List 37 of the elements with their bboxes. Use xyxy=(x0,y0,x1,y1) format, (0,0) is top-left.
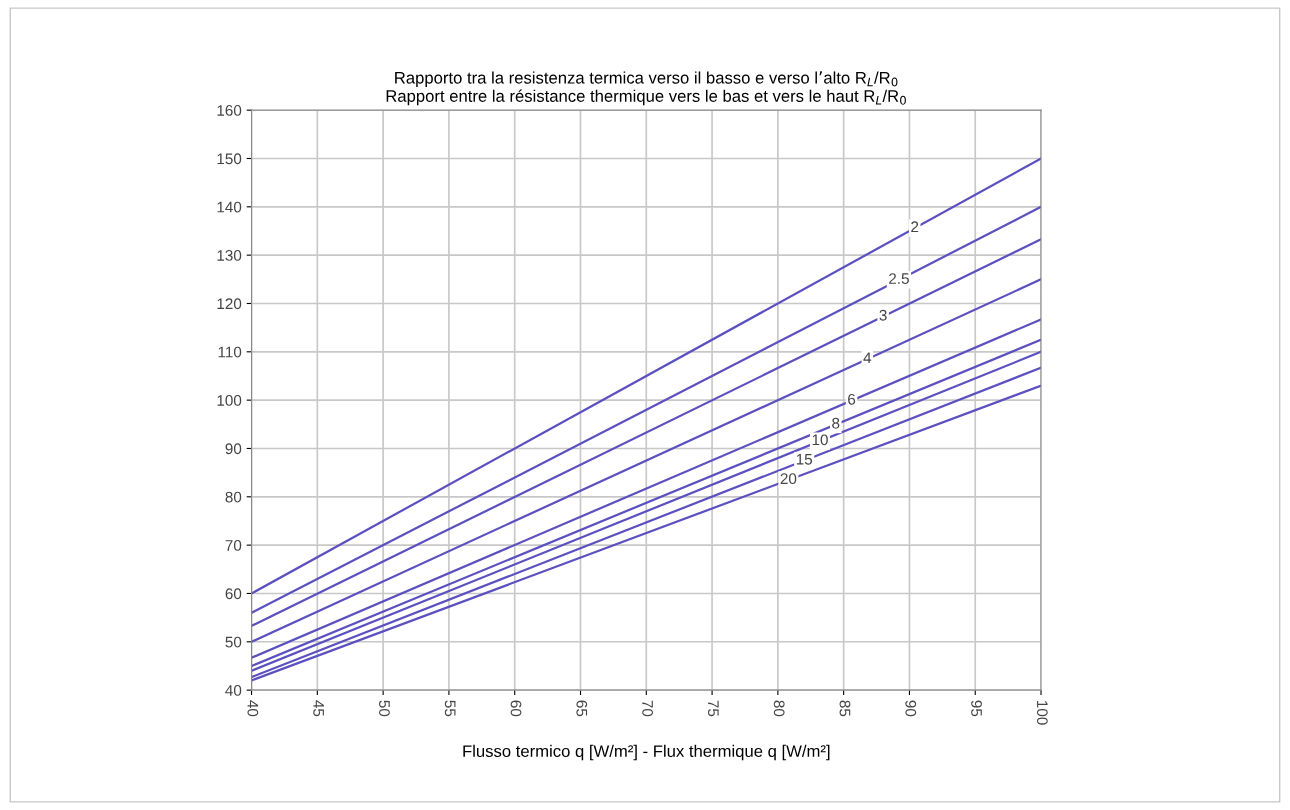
x-tick-label: 65 xyxy=(576,700,588,717)
series-label: 20 xyxy=(780,473,797,485)
y-tick-label: 70 xyxy=(225,540,242,551)
y-tick-label: 110 xyxy=(218,346,242,358)
y-tick-label: 60 xyxy=(225,588,242,600)
series-label: 8 xyxy=(832,417,840,429)
x-tick-label: 85 xyxy=(839,700,851,717)
series-label: 3 xyxy=(879,309,887,321)
x-tick-label: 95 xyxy=(971,700,982,717)
series-label: 15 xyxy=(796,453,813,465)
x-tick-label: 60 xyxy=(510,700,522,717)
y-tick-label: 150 xyxy=(217,153,242,165)
y-tick-label: 40 xyxy=(225,684,242,696)
x-tick-label: 55 xyxy=(444,700,456,717)
y-tick-label: 140 xyxy=(217,201,242,213)
x-tick-label: 50 xyxy=(379,700,390,717)
x-tick-label: 80 xyxy=(773,700,785,717)
x-tick-label: 90 xyxy=(905,700,917,717)
x-tick-label: 40 xyxy=(247,700,259,717)
series-label: 4 xyxy=(863,352,872,364)
y-tick-label: 160 xyxy=(217,105,242,116)
chart-title: Rapporto tra la resistenza termica verso il basso e verso l’alto R$_{L}$/R$_{0}$ Rapport entre la résistance thermique vers le bas et vers le haut R$_{L}$/R$_{0}$ xyxy=(386,71,906,106)
series-label: 10 xyxy=(812,434,828,446)
series-label: 2 xyxy=(911,221,919,233)
y-tick-label: 120 xyxy=(217,298,242,310)
series-label: 2.5 xyxy=(889,273,909,284)
x-tick-label: 70 xyxy=(642,700,654,717)
y-tick-label: 90 xyxy=(225,443,242,455)
x-tick-label: 75 xyxy=(707,700,719,717)
x-tick-label: 100 xyxy=(1036,701,1048,725)
y-tick-label: 130 xyxy=(217,250,242,261)
x-tick-label: 45 xyxy=(313,700,324,717)
y-tick-label: 100 xyxy=(217,395,242,406)
y-tick-label: 80 xyxy=(225,491,242,503)
y-tick-label: 50 xyxy=(225,636,242,648)
series-label: 6 xyxy=(848,393,856,405)
x-axis-title: Flusso termico q [W/m²] - Flux thermique q [W/m²] xyxy=(463,744,830,761)
